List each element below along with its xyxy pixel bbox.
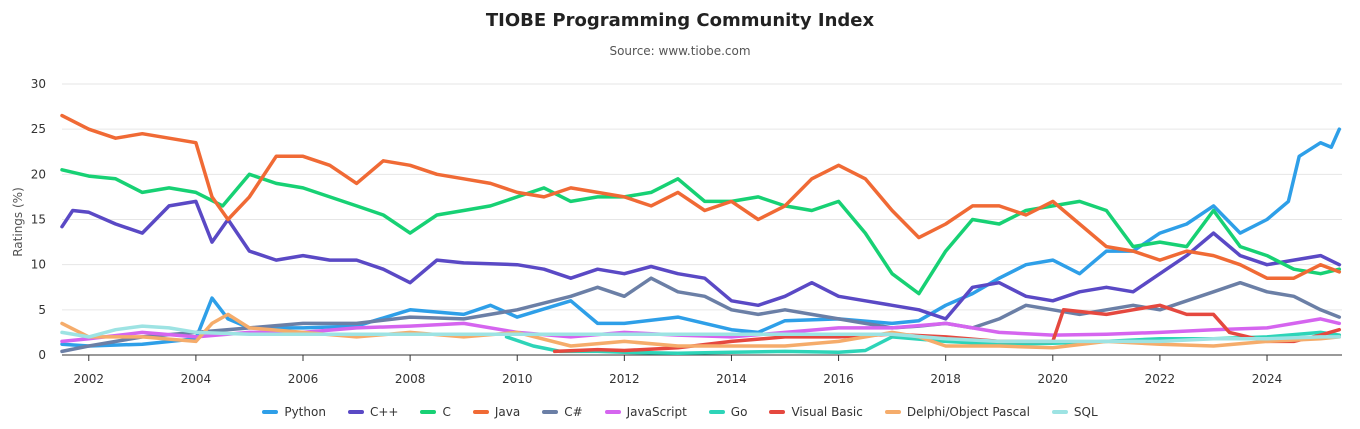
series-line-c-	[60, 276, 1342, 354]
legend-label: Delphi/Object Pascal	[906, 405, 1030, 419]
y-tick-label: 10	[31, 258, 46, 272]
legend-item-sql[interactable]: SQL	[1051, 405, 1098, 419]
y-tick-label: 20	[31, 167, 46, 181]
legend-label: C#	[564, 405, 583, 419]
legend-swatch	[1051, 410, 1068, 414]
legend-swatch	[420, 410, 437, 414]
legend: Python C++ C Java C# JavaScript Go Visual Basic…	[0, 405, 1360, 419]
legend-item-javascript[interactable]: JavaScript	[604, 405, 687, 419]
y-tick-label: 0	[38, 348, 46, 362]
legend-item-c[interactable]: C	[420, 405, 451, 419]
x-tick-label: 2022	[1145, 372, 1176, 386]
y-tick-label: 30	[31, 77, 46, 91]
legend-item-visual-basic[interactable]: Visual Basic	[769, 405, 863, 419]
series-line-java	[60, 113, 1342, 280]
legend-item-c-[interactable]: C#	[542, 405, 583, 419]
x-tick-label: 2010	[502, 372, 533, 386]
series-line-javascript	[60, 317, 1342, 344]
legend-item-c-[interactable]: C++	[347, 405, 399, 419]
series-line-c-	[60, 199, 1342, 321]
x-tick-label: 2012	[609, 372, 640, 386]
legend-swatch	[708, 410, 725, 414]
x-tick-label: 2018	[930, 372, 961, 386]
y-tick-label: 25	[31, 122, 46, 136]
legend-item-java[interactable]: Java	[472, 405, 521, 419]
x-tick-label: 2006	[288, 372, 319, 386]
series-line-python	[60, 127, 1342, 348]
x-tick-label: 2016	[823, 372, 854, 386]
x-tick-label: 2014	[716, 372, 747, 386]
chart-title: TIOBE Programming Community Index	[485, 10, 875, 31]
y-tick-label: 15	[31, 213, 46, 227]
legend-label: Java	[494, 405, 521, 419]
legend-swatch	[347, 410, 364, 414]
legend-item-delphi-object-pascal[interactable]: Delphi/Object Pascal	[884, 405, 1030, 419]
x-tick-label: 2002	[74, 372, 105, 386]
legend-swatch	[604, 410, 621, 414]
series-line-c	[60, 168, 1342, 296]
legend-label: JavaScript	[626, 405, 687, 419]
y-tick-label: 5	[38, 303, 46, 317]
y-axis-ticks: 0 5 10 15 20 25 30	[31, 77, 46, 362]
x-tick-label: 2004	[181, 372, 212, 386]
legend-label: C++	[369, 405, 399, 419]
legend-swatch	[769, 410, 786, 414]
legend-label: Python	[284, 405, 326, 419]
legend-swatch	[542, 410, 559, 414]
legend-item-python[interactable]: Python	[262, 405, 326, 419]
grid-lines	[62, 83, 1342, 356]
x-axis-ticks: 2002 2004 2006 2008 2010 2012 2014 2016 2018 2020…	[74, 355, 1283, 386]
chart-subtitle: Source: www.tiobe.com	[609, 44, 751, 58]
legend-item-go[interactable]: Go	[708, 405, 748, 419]
legend-swatch	[262, 410, 279, 414]
legend-label: C	[442, 405, 451, 419]
y-axis-label: Ratings (%)	[11, 187, 25, 257]
x-tick-label: 2020	[1038, 372, 1069, 386]
legend-label: Go	[730, 405, 748, 419]
series-line-sql	[60, 324, 1342, 344]
legend-label: SQL	[1073, 405, 1098, 419]
legend-label: Visual Basic	[791, 405, 863, 419]
legend-swatch	[884, 410, 901, 414]
legend-swatch	[472, 410, 489, 414]
series-lines	[60, 113, 1342, 355]
x-tick-label: 2024	[1252, 372, 1283, 386]
x-tick-label: 2008	[395, 372, 426, 386]
